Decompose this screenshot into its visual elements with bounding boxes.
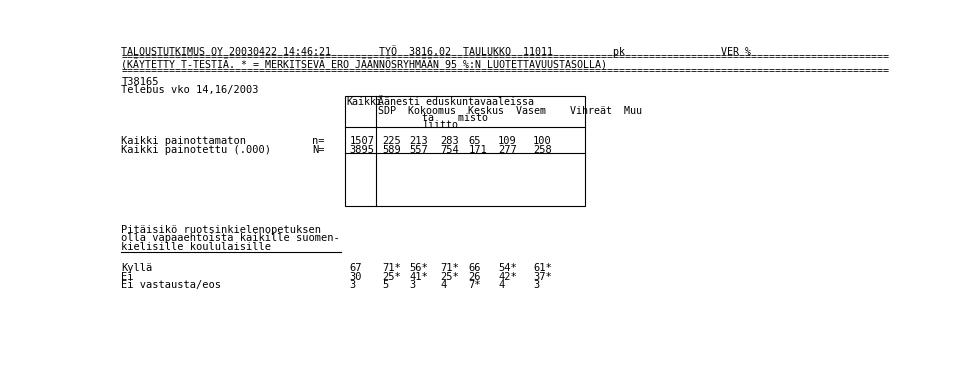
Text: 589: 589 bbox=[382, 145, 401, 155]
Text: 56*: 56* bbox=[409, 264, 429, 273]
Text: 25*: 25* bbox=[440, 272, 458, 282]
Text: Kaikki painotettu (.000): Kaikki painotettu (.000) bbox=[122, 145, 271, 155]
Text: Pitäisikö ruotsinkielenopetuksen: Pitäisikö ruotsinkielenopetuksen bbox=[122, 225, 321, 235]
Text: 100: 100 bbox=[533, 136, 551, 146]
Text: Ei: Ei bbox=[122, 272, 134, 282]
Text: 42*: 42* bbox=[498, 272, 517, 282]
Text: Kaikki: Kaikki bbox=[346, 97, 383, 107]
Text: olla vapaaehtoista kaikille suomen-: olla vapaaehtoista kaikille suomen- bbox=[122, 234, 340, 243]
Text: 225: 225 bbox=[382, 136, 401, 146]
Text: 7*: 7* bbox=[469, 280, 481, 290]
Text: ta    misto: ta misto bbox=[422, 113, 488, 123]
Text: 41*: 41* bbox=[409, 272, 429, 282]
Text: kielisille koululaisille: kielisille koululaisille bbox=[122, 242, 271, 252]
Text: 3: 3 bbox=[533, 280, 539, 290]
Text: Kaikki painottamaton: Kaikki painottamaton bbox=[122, 136, 246, 146]
Text: 109: 109 bbox=[498, 136, 517, 146]
Text: 54*: 54* bbox=[498, 264, 517, 273]
Text: Kyllä: Kyllä bbox=[122, 264, 152, 273]
Text: 66: 66 bbox=[469, 264, 481, 273]
Text: 3: 3 bbox=[349, 280, 356, 290]
Text: 67: 67 bbox=[349, 264, 362, 273]
Text: ================================================================================: ========================================… bbox=[122, 66, 889, 76]
Text: Äänesti eduskuntavaaleissa: Äänesti eduskuntavaaleissa bbox=[378, 97, 534, 107]
Text: T38165: T38165 bbox=[122, 77, 159, 87]
Text: 3895: 3895 bbox=[349, 145, 374, 155]
Text: 171: 171 bbox=[469, 145, 487, 155]
Text: 71*: 71* bbox=[440, 264, 458, 273]
Text: 5: 5 bbox=[382, 280, 388, 290]
Text: Ei vastausta/eos: Ei vastausta/eos bbox=[122, 280, 222, 290]
Text: 557: 557 bbox=[409, 145, 429, 155]
Text: 61*: 61* bbox=[533, 264, 551, 273]
Text: ================================================================================: ========================================… bbox=[122, 52, 889, 62]
Text: 1507: 1507 bbox=[349, 136, 374, 146]
Text: 277: 277 bbox=[498, 145, 517, 155]
Text: 283: 283 bbox=[440, 136, 458, 146]
Text: 4: 4 bbox=[498, 280, 504, 290]
Text: 213: 213 bbox=[409, 136, 429, 146]
Text: 258: 258 bbox=[533, 145, 551, 155]
Text: 26: 26 bbox=[469, 272, 481, 282]
Text: 25*: 25* bbox=[382, 272, 401, 282]
Text: n=: n= bbox=[312, 136, 324, 146]
Text: (KÄYTETTY T-TESTIÄ. * = MERKITSEVÄ ERO JÄÄNNÖSRYHMÄÄN 95 %:N LUOTETTAVUUSTASOLLA: (KÄYTETTY T-TESTIÄ. * = MERKITSEVÄ ERO J… bbox=[122, 59, 607, 71]
Text: 65: 65 bbox=[469, 136, 481, 146]
Text: 3: 3 bbox=[409, 280, 416, 290]
Text: liitto: liitto bbox=[422, 120, 458, 130]
Text: 754: 754 bbox=[440, 145, 458, 155]
Text: 30: 30 bbox=[349, 272, 362, 282]
Text: N=: N= bbox=[312, 145, 324, 155]
Bar bbox=[344, 96, 585, 206]
Text: 37*: 37* bbox=[533, 272, 551, 282]
Text: Telebus vko 14,16/2003: Telebus vko 14,16/2003 bbox=[122, 86, 259, 96]
Text: 4: 4 bbox=[440, 280, 446, 290]
Text: 71*: 71* bbox=[382, 264, 401, 273]
Text: SDP  Kokoomus  Keskus  Vasem    Vihreät  Muu: SDP Kokoomus Keskus Vasem Vihreät Muu bbox=[378, 105, 642, 116]
Text: TALOUSTUTKIMUS OY 20030422 14:46:21        TYÖ  3816.02  TAULUKKO  11011        : TALOUSTUTKIMUS OY 20030422 14:46:21 TYÖ … bbox=[122, 45, 752, 57]
